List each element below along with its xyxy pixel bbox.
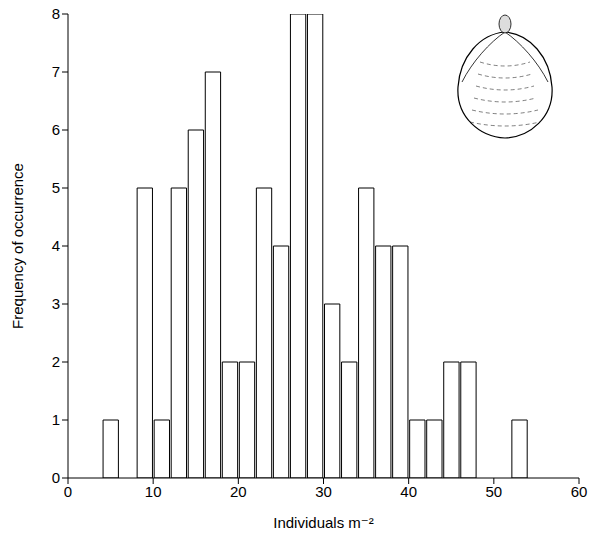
svg-text:5: 5: [52, 179, 60, 196]
svg-text:2: 2: [52, 353, 60, 370]
svg-text:40: 40: [400, 483, 417, 500]
svg-text:6: 6: [52, 121, 60, 138]
svg-text:Frequency of occurrence: Frequency of occurrence: [9, 163, 26, 329]
svg-text:Individuals m⁻²: Individuals m⁻²: [273, 514, 373, 531]
svg-text:0: 0: [64, 483, 72, 500]
svg-text:20: 20: [230, 483, 247, 500]
svg-text:60: 60: [571, 483, 588, 500]
svg-text:10: 10: [145, 483, 162, 500]
svg-text:1: 1: [52, 411, 60, 428]
svg-text:7: 7: [52, 63, 60, 80]
svg-text:4: 4: [52, 237, 60, 254]
svg-text:50: 50: [485, 483, 502, 500]
svg-text:0: 0: [52, 469, 60, 486]
svg-text:8: 8: [52, 5, 60, 22]
svg-text:30: 30: [315, 483, 332, 500]
svg-text:3: 3: [52, 295, 60, 312]
